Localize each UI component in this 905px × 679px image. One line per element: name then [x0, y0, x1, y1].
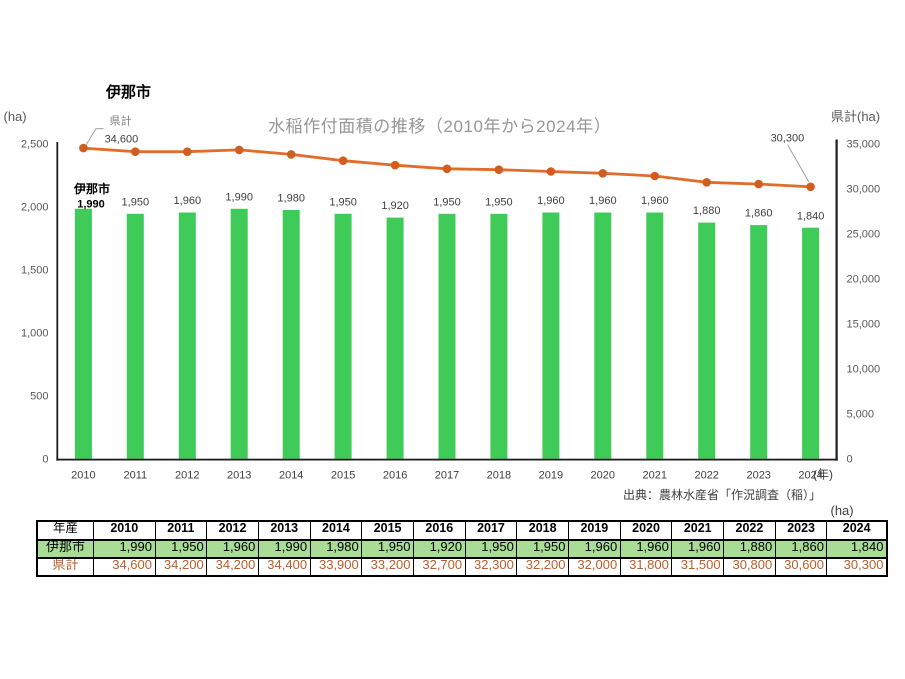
svg-text:2015: 2015 — [331, 470, 355, 482]
svg-text:5,000: 5,000 — [847, 409, 875, 421]
svg-text:2018: 2018 — [487, 470, 511, 482]
svg-text:10,000: 10,000 — [847, 364, 881, 376]
svg-text:2010: 2010 — [71, 470, 95, 482]
svg-text:15,000: 15,000 — [847, 319, 881, 331]
svg-text:2023: 2023 — [746, 470, 770, 482]
svg-text:2017: 2017 — [435, 470, 459, 482]
svg-text:1,500: 1,500 — [21, 265, 49, 277]
svg-text:1,950: 1,950 — [122, 196, 150, 208]
svg-text:2013: 2013 — [227, 470, 251, 482]
svg-text:2021: 2021 — [643, 470, 667, 482]
svg-text:1,960: 1,960 — [641, 195, 669, 207]
svg-text:1,950: 1,950 — [485, 196, 513, 208]
svg-text:0: 0 — [847, 454, 853, 466]
svg-text:1,980: 1,980 — [277, 193, 305, 205]
svg-text:1,950: 1,950 — [433, 196, 461, 208]
svg-text:1,840: 1,840 — [797, 210, 825, 222]
svg-text:500: 500 — [30, 391, 48, 403]
svg-text:1,990: 1,990 — [225, 191, 253, 203]
svg-text:2019: 2019 — [539, 470, 563, 482]
svg-text:(年): (年) — [813, 468, 833, 482]
svg-text:2,500: 2,500 — [21, 139, 49, 151]
svg-text:1,860: 1,860 — [745, 208, 773, 220]
svg-text:2014: 2014 — [279, 470, 303, 482]
svg-text:2024: 2024 — [798, 470, 822, 482]
svg-text:25,000: 25,000 — [847, 229, 881, 241]
svg-text:2020: 2020 — [591, 470, 615, 482]
svg-text:2012: 2012 — [175, 470, 199, 482]
svg-text:34,600: 34,600 — [105, 133, 139, 145]
svg-text:20,000: 20,000 — [847, 274, 881, 286]
svg-text:1,960: 1,960 — [589, 195, 617, 207]
svg-text:2022: 2022 — [694, 470, 718, 482]
svg-text:1,000: 1,000 — [21, 328, 49, 340]
svg-text:2016: 2016 — [383, 470, 407, 482]
svg-text:35,000: 35,000 — [847, 139, 881, 151]
svg-text:2011: 2011 — [123, 470, 147, 482]
svg-text:1,880: 1,880 — [693, 205, 721, 217]
svg-text:2,000: 2,000 — [21, 202, 49, 214]
svg-text:1,960: 1,960 — [537, 195, 565, 207]
svg-text:0: 0 — [42, 454, 48, 466]
svg-text:1,920: 1,920 — [381, 200, 409, 212]
svg-text:1,960: 1,960 — [174, 195, 202, 207]
svg-text:伊那市: 伊那市 — [73, 181, 110, 196]
svg-text:30,300: 30,300 — [771, 132, 805, 144]
svg-text:1,950: 1,950 — [329, 196, 357, 208]
svg-text:県計: 県計 — [110, 113, 132, 127]
svg-text:30,000: 30,000 — [847, 184, 881, 196]
svg-text:1,990: 1,990 — [77, 199, 105, 211]
